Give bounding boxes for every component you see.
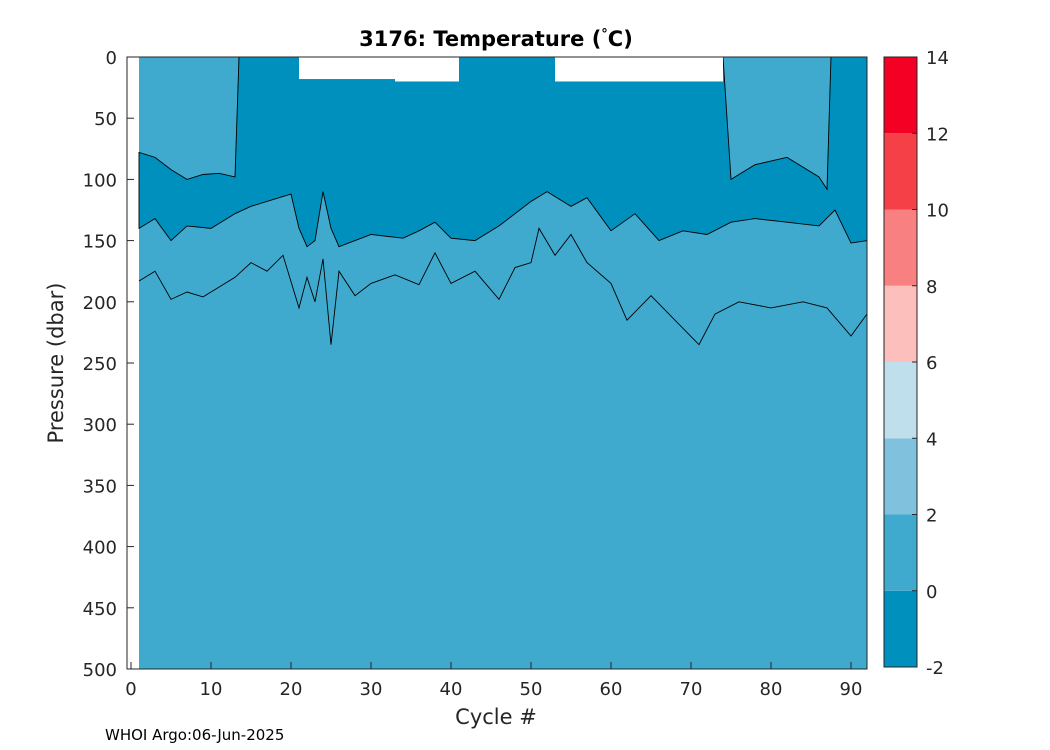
colorbar-band: [884, 438, 917, 515]
colorbar: -2 0 2 4 6 8 10 12 14: [883, 48, 949, 679]
contour-line-0c: [138, 227, 868, 346]
colorbar-band: [884, 362, 917, 439]
y-tick-label: 250: [83, 354, 117, 375]
y-tick-label: 400: [83, 538, 117, 559]
surface-gap-2: [555, 57, 723, 82]
plot-area: [126, 56, 868, 670]
x-tick-label: 50: [520, 679, 543, 700]
surface-gap-1: [395, 57, 459, 82]
y-axis: 0 50 100 150 200 250 300 350 400 450 500: [83, 48, 134, 681]
colorbar-tick-label: 0: [926, 582, 937, 603]
y-tick-label: 150: [83, 232, 117, 253]
heatmap-layer: [138, 56, 868, 669]
y-tick-label: 50: [94, 109, 117, 130]
chart-title: 3176: Temperature (°C): [359, 27, 633, 51]
colorbar-tick-label: 2: [926, 506, 937, 527]
x-tick-label: 70: [680, 679, 703, 700]
y-tick-label: 100: [83, 170, 117, 191]
x-axis: 0 10 20 30 40 50 60 70 80 90: [125, 662, 862, 700]
y-axis-label: Pressure (dbar): [44, 283, 68, 444]
colorbar-tick-label: -2: [926, 658, 944, 679]
x-tick-label: 0: [125, 679, 136, 700]
colorbar-band: [884, 514, 917, 591]
y-tick-label: 300: [83, 415, 117, 436]
colorbar-band: [884, 590, 917, 667]
heatmap-band-minus2-0: [138, 56, 868, 248]
y-tick-label: 500: [83, 660, 117, 681]
x-tick-label: 10: [200, 679, 223, 700]
y-tick-label: 200: [83, 293, 117, 314]
colorbar-band: [884, 285, 917, 362]
colorbar-tick-label: 14: [926, 48, 949, 69]
colorbar-tick-label: 4: [926, 429, 937, 450]
colorbar-band: [884, 133, 917, 210]
x-tick-label: 40: [440, 679, 463, 700]
x-tick-label: 60: [600, 679, 623, 700]
footer-credit: WHOI Argo:06-Jun-2025: [105, 726, 284, 744]
x-axis-label: Cycle #: [455, 705, 537, 729]
x-tick-label: 90: [840, 679, 863, 700]
colorbar-tick-label: 6: [926, 353, 937, 374]
y-tick-label: 450: [83, 599, 117, 620]
contour-layer: [138, 227, 868, 346]
y-tick-label: 0: [106, 48, 117, 69]
y-tick-label: 350: [83, 476, 117, 497]
x-tick-label: 30: [360, 679, 383, 700]
colorbar-tick-label: 10: [926, 201, 949, 222]
x-tick-label: 20: [280, 679, 303, 700]
surface-gap-0: [299, 57, 395, 80]
colorbar-tick-label: 12: [926, 124, 949, 145]
colorbar-tick-label: 8: [926, 277, 937, 298]
x-tick-label: 80: [760, 679, 783, 700]
colorbar-band: [884, 209, 917, 286]
colorbar-band: [884, 57, 917, 134]
